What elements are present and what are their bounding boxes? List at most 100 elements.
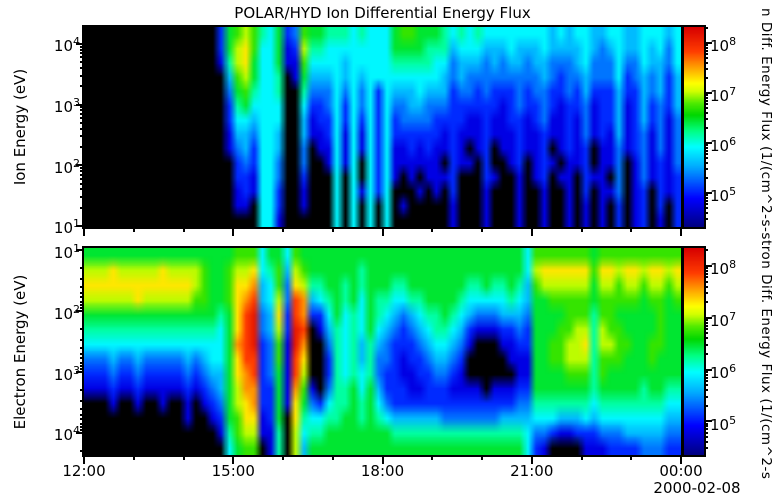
axis-tick xyxy=(704,192,712,194)
ion-y-tick-label: 104 xyxy=(53,35,80,55)
axis-tick xyxy=(381,227,384,236)
axis-tick xyxy=(80,267,84,270)
axis-tick xyxy=(76,310,84,312)
axis-tick xyxy=(630,227,633,232)
figure-title: POLAR/HYD Ion Differential Energy Flux xyxy=(234,4,531,22)
axis-tick xyxy=(80,285,84,288)
axis-tick xyxy=(704,324,708,327)
axis-tick xyxy=(481,227,483,232)
axis-tick xyxy=(80,429,84,432)
axis-tick xyxy=(704,157,708,160)
axis-tick xyxy=(680,455,682,464)
axis-tick xyxy=(76,249,84,251)
ion-colorbar-tick-label: 105 xyxy=(710,185,737,205)
axis-tick xyxy=(182,455,185,460)
axis-tick xyxy=(132,455,135,460)
axis-tick xyxy=(580,455,583,460)
axis-tick xyxy=(704,343,708,346)
axis-tick xyxy=(80,127,84,130)
electron-colorbar xyxy=(684,248,704,455)
axis-tick xyxy=(76,164,84,167)
axis-tick xyxy=(80,121,84,124)
axis-tick xyxy=(80,106,84,109)
axis-tick xyxy=(530,455,533,464)
axis-tick xyxy=(80,357,84,360)
axis-tick xyxy=(704,380,708,383)
axis-tick xyxy=(80,422,84,425)
axis-tick xyxy=(704,42,712,44)
axis-tick xyxy=(704,249,708,252)
axis-tick xyxy=(704,161,708,164)
axis-tick xyxy=(704,46,708,49)
ion-spectrogram-heatmap xyxy=(84,27,681,227)
axis-tick xyxy=(80,278,84,281)
axis-tick xyxy=(704,431,708,434)
axis-tick xyxy=(680,227,682,236)
axis-tick xyxy=(704,68,708,71)
axis-tick xyxy=(76,432,84,434)
axis-tick xyxy=(80,361,84,364)
axis-tick xyxy=(704,57,708,60)
axis-tick xyxy=(80,182,84,185)
axis-tick xyxy=(704,373,708,376)
axis-tick xyxy=(704,352,708,355)
axis-tick xyxy=(704,447,708,450)
electron-y-tick-label: 102 xyxy=(53,303,80,323)
axis-tick xyxy=(76,42,84,45)
axis-tick xyxy=(704,168,708,171)
axis-tick xyxy=(704,207,708,210)
electron-colorbar-title: tron Diff. Energy Flux (1/(cm^2-s xyxy=(758,240,774,480)
electron-spectrogram-heatmap xyxy=(84,248,681,455)
axis-tick xyxy=(704,285,708,288)
axis-tick xyxy=(80,304,84,307)
axis-tick xyxy=(80,300,84,303)
axis-tick xyxy=(704,264,712,267)
axis-tick xyxy=(80,196,84,199)
x-tick-label: 00:00 xyxy=(659,462,703,480)
axis-tick xyxy=(704,76,708,79)
ion-colorbar-tick-label: 107 xyxy=(710,85,737,105)
axis-tick xyxy=(331,227,334,232)
axis-tick xyxy=(80,85,84,88)
axis-tick xyxy=(704,370,708,373)
electron-y-axis-title: Electron Energy (eV) xyxy=(11,274,29,430)
axis-tick xyxy=(704,280,708,283)
axis-tick xyxy=(704,319,708,322)
axis-tick xyxy=(704,384,708,387)
axis-tick xyxy=(80,67,84,70)
axis-tick xyxy=(80,48,84,51)
ion-y-tick-label: 103 xyxy=(53,96,80,116)
ion-y-tick-label: 102 xyxy=(53,157,80,177)
axis-tick xyxy=(80,173,84,176)
axis-tick xyxy=(431,227,434,232)
axis-tick xyxy=(80,352,84,355)
axis-tick xyxy=(76,103,84,106)
axis-tick xyxy=(80,188,84,191)
axis-tick xyxy=(704,194,708,197)
axis-tick xyxy=(80,450,84,453)
axis-tick xyxy=(80,170,84,173)
axis-tick xyxy=(80,117,84,120)
axis-tick xyxy=(704,26,708,29)
axis-tick xyxy=(76,371,84,373)
axis-tick xyxy=(80,45,84,48)
axis-tick xyxy=(481,455,483,460)
axis-tick xyxy=(704,218,708,221)
axis-tick xyxy=(704,376,708,379)
axis-tick xyxy=(704,316,712,319)
axis-tick xyxy=(704,176,708,179)
axis-tick xyxy=(704,276,708,279)
axis-tick xyxy=(704,440,708,443)
axis-tick xyxy=(80,400,84,403)
axis-tick xyxy=(704,389,708,392)
axis-tick xyxy=(232,227,235,236)
electron-colorbar-tick-label: 106 xyxy=(710,362,737,382)
axis-tick xyxy=(80,74,84,77)
axis-tick xyxy=(80,339,84,342)
ion-colorbar xyxy=(684,27,704,227)
ion-y-axis-title: Ion Energy (eV) xyxy=(11,68,29,186)
axis-tick xyxy=(80,109,84,112)
axis-tick xyxy=(704,49,708,52)
axis-tick xyxy=(704,99,708,102)
axis-tick xyxy=(704,425,708,428)
